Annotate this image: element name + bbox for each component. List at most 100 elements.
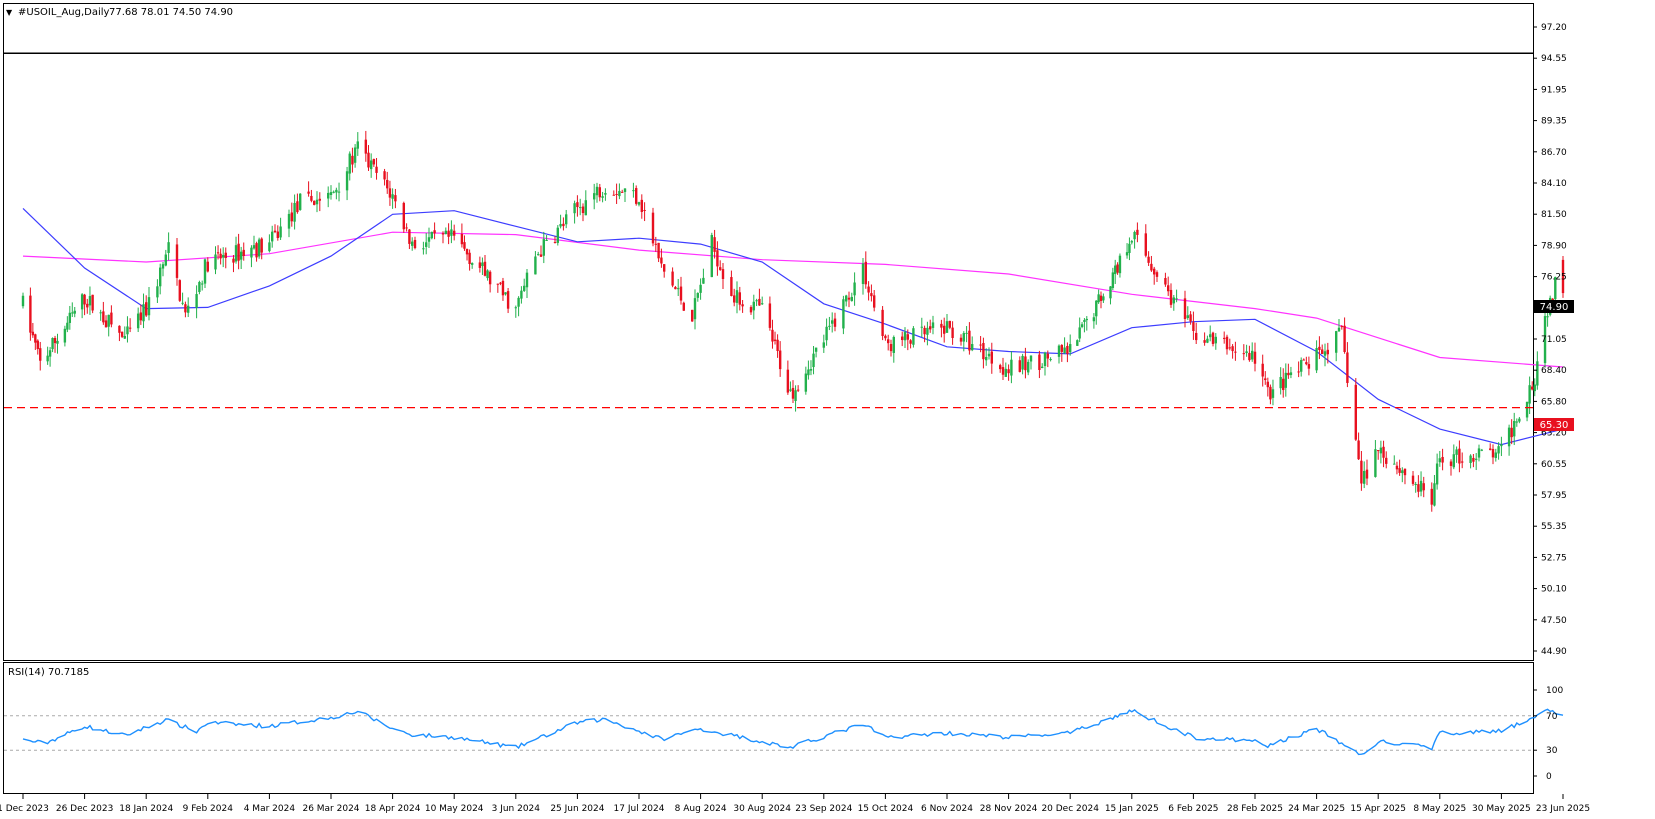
candle-body bbox=[1253, 351, 1257, 364]
candle-body bbox=[447, 230, 450, 237]
candle-body bbox=[386, 179, 389, 189]
candle-body bbox=[719, 267, 722, 270]
candle-body bbox=[903, 332, 907, 341]
candle-body bbox=[184, 304, 187, 313]
candle-body bbox=[375, 166, 378, 173]
candle-body bbox=[1024, 356, 1027, 371]
candle-body bbox=[1183, 298, 1187, 319]
candle-body bbox=[887, 339, 890, 344]
candle-body bbox=[468, 252, 471, 264]
candle-body bbox=[1279, 376, 1282, 389]
candle-body bbox=[214, 254, 217, 270]
candle-body bbox=[1111, 272, 1115, 288]
candle-body bbox=[1248, 352, 1251, 361]
candle-body bbox=[601, 196, 604, 198]
price-tick-label: 47.50 bbox=[1541, 616, 1567, 626]
price-tick-label: 65.80 bbox=[1541, 397, 1567, 407]
candle-body bbox=[710, 234, 713, 278]
candle-body bbox=[1472, 457, 1475, 462]
candle-body bbox=[1513, 420, 1516, 437]
candle-body bbox=[1491, 448, 1495, 458]
candle-body bbox=[351, 155, 354, 165]
candle-body bbox=[1343, 325, 1346, 352]
candle-body bbox=[559, 223, 562, 227]
candle-body bbox=[34, 334, 37, 343]
candle-body bbox=[651, 212, 655, 244]
candle-body bbox=[971, 344, 974, 351]
moving-average-fast-line[interactable] bbox=[22, 207, 1564, 446]
candle-body bbox=[621, 191, 624, 193]
candle-body bbox=[679, 286, 683, 301]
candle-body bbox=[881, 309, 884, 336]
candle-body bbox=[517, 297, 520, 307]
time-axis-label: 25 Jun 2024 bbox=[550, 804, 604, 814]
candle-body bbox=[315, 199, 319, 205]
time-axis-label: 18 Apr 2024 bbox=[365, 804, 421, 814]
candle-body bbox=[920, 326, 923, 328]
candle-body bbox=[1528, 385, 1531, 404]
price-tick-label: 97.20 bbox=[1541, 23, 1567, 33]
candle-body bbox=[1417, 484, 1420, 492]
candle-body bbox=[873, 295, 876, 308]
candle-body bbox=[730, 277, 733, 297]
candle-body bbox=[29, 295, 32, 333]
candle-body bbox=[51, 338, 54, 350]
candle-body bbox=[1323, 351, 1327, 356]
price-tick-label: 44.90 bbox=[1541, 647, 1567, 657]
candle-body bbox=[1266, 381, 1270, 388]
level-price-badge: 65.30 bbox=[1534, 418, 1574, 431]
time-axis-label: 17 Jul 2024 bbox=[614, 804, 665, 814]
candle-body bbox=[892, 336, 895, 353]
candle-body bbox=[405, 227, 408, 229]
candle-body bbox=[1203, 340, 1206, 343]
candle-body bbox=[206, 261, 209, 272]
candle-body bbox=[367, 152, 370, 168]
rsi-label: RSI(14) 70.7185 bbox=[8, 667, 89, 678]
candle-body bbox=[1225, 336, 1229, 350]
candle-body bbox=[1554, 276, 1557, 300]
candle-body bbox=[612, 194, 615, 196]
time-axis-label: 28 Nov 2024 bbox=[980, 804, 1038, 814]
candle-body bbox=[1357, 440, 1360, 460]
rsi-line[interactable] bbox=[22, 708, 1564, 756]
candle-body bbox=[504, 292, 507, 295]
candle-body bbox=[411, 241, 414, 246]
candle-body bbox=[1261, 363, 1264, 377]
candle-body bbox=[1125, 252, 1129, 256]
candle-body bbox=[36, 340, 39, 350]
candle-body bbox=[713, 237, 716, 252]
moving-average-slow-line[interactable] bbox=[22, 231, 1564, 368]
candle-body bbox=[48, 350, 52, 357]
header-triangle-icon[interactable]: ▼ bbox=[6, 8, 13, 17]
candle-body bbox=[465, 249, 469, 255]
candle-body bbox=[310, 195, 313, 201]
candle-body bbox=[985, 356, 988, 361]
candle-body bbox=[738, 292, 741, 305]
candle-body bbox=[413, 239, 417, 249]
candle-body bbox=[488, 271, 492, 285]
candle-body bbox=[822, 342, 825, 348]
candle-body bbox=[940, 323, 943, 328]
candle-body bbox=[1167, 285, 1170, 292]
candle-body bbox=[252, 245, 256, 249]
candle-body bbox=[696, 292, 699, 298]
candle-body bbox=[870, 293, 873, 297]
candle-body bbox=[842, 299, 845, 329]
candle-body bbox=[1346, 352, 1349, 383]
candle-body bbox=[1561, 259, 1565, 294]
time-axis-label: 20 Dec 2024 bbox=[1041, 804, 1099, 814]
candle-body bbox=[1305, 362, 1308, 365]
candle-body bbox=[126, 326, 129, 335]
candle-body bbox=[460, 233, 464, 245]
candle-body bbox=[584, 200, 587, 216]
candle-body bbox=[175, 244, 179, 278]
candle-body bbox=[273, 230, 277, 233]
candle-body bbox=[1289, 372, 1293, 376]
candle-body bbox=[73, 310, 76, 314]
candle-body bbox=[203, 259, 207, 284]
candle-body bbox=[1057, 345, 1061, 357]
candle-body bbox=[635, 188, 638, 204]
candle-body bbox=[1092, 317, 1096, 322]
candle-body bbox=[31, 331, 35, 336]
